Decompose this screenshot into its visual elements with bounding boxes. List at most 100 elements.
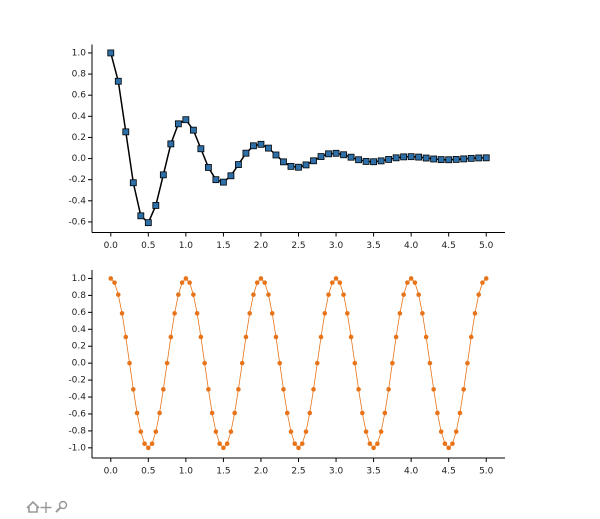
x-tick-label: 0.0 [104,241,119,251]
data-point [262,280,268,285]
x-tick-label: 4.5 [442,467,456,477]
data-point [129,179,137,187]
data-point [232,410,237,416]
data-point [269,311,275,316]
data-point [390,360,395,366]
data-point [202,360,207,366]
data-point [235,161,242,168]
data-point [453,429,459,434]
data-point [189,126,197,134]
data-point [228,429,234,434]
x-tick-label: 4.0 [404,241,419,251]
data-point [183,276,189,281]
data-point [295,163,302,171]
y-tick-label: 0.8 [72,291,87,301]
data-point [194,311,200,316]
data-point [239,360,245,366]
data-point [322,311,328,316]
data-point [292,441,298,446]
data-point [254,280,260,285]
y-tick-label: 0.8 [72,70,87,80]
data-point [400,153,408,161]
data-point [318,334,324,340]
y-tick-label: 0.2 [72,342,86,352]
y-tick-label: -1.0 [68,443,86,453]
data-point [182,116,190,124]
pan-button[interactable] [40,502,52,513]
y-tick-label: -0.4 [68,393,86,403]
data-point [355,156,362,164]
data-point [212,176,220,184]
y-tick-label: 0.0 [72,359,87,369]
data-point [243,334,249,340]
data-point [144,219,152,227]
data-point [138,429,144,434]
data-point [371,445,376,451]
data-point [299,441,305,446]
data-point [266,292,271,297]
data-point [431,387,436,392]
data-point [303,429,309,434]
data-point [360,410,365,416]
data-point [112,280,117,285]
data-point [407,153,415,161]
data-point [420,311,425,316]
x-tick-label: 2.0 [254,467,269,477]
data-point [480,280,485,285]
data-point [314,360,320,366]
x-tick-label: 4.5 [442,241,456,251]
data-point [452,156,460,163]
data-point [179,280,185,285]
zoom-button[interactable] [55,500,68,513]
y-tick-label: -0.8 [68,426,86,436]
y-tick-label: 1.0 [72,274,87,284]
data-point [367,441,373,446]
home-button[interactable] [26,500,40,513]
data-point [332,149,340,157]
data-point [250,142,257,150]
data-point [172,311,177,316]
data-point [209,410,215,416]
y-tick-label: 0.0 [72,154,87,164]
x-tick-label: 0.0 [104,467,119,477]
y-tick-label: 1.0 [72,48,87,58]
data-point [164,360,170,366]
data-point [422,154,430,162]
x-tick-label: 1.5 [216,241,230,251]
data-point [161,387,166,392]
data-point [149,441,155,446]
data-point [423,334,429,340]
x-tick-label: 5.0 [479,467,494,477]
data-point [401,292,406,297]
data-point [302,161,310,169]
data-point [224,441,230,446]
data-point [472,311,478,316]
data-point [114,77,122,85]
x-tick-label: 2.0 [254,241,269,251]
data-point [382,410,388,416]
data-point [446,445,451,451]
data-point [457,410,463,416]
data-point [287,162,295,170]
data-point [347,153,355,161]
y-tick-label: 0.6 [72,308,87,318]
data-point [206,387,211,392]
data-point [176,292,181,297]
y-tick-label: 0.6 [72,91,87,101]
data-point [341,292,346,297]
data-point [272,151,280,159]
data-point [362,158,370,165]
data-point [430,155,438,163]
data-point [386,387,391,392]
data-point [115,292,121,297]
y-tick-label: -0.4 [68,196,86,206]
data-point [326,292,331,297]
data-point [348,334,354,340]
data-point [310,157,317,165]
data-point [187,280,192,285]
data-point [137,212,145,220]
data-point [213,429,219,434]
data-point [251,292,256,297]
x-tick-label: 4.0 [404,467,419,477]
